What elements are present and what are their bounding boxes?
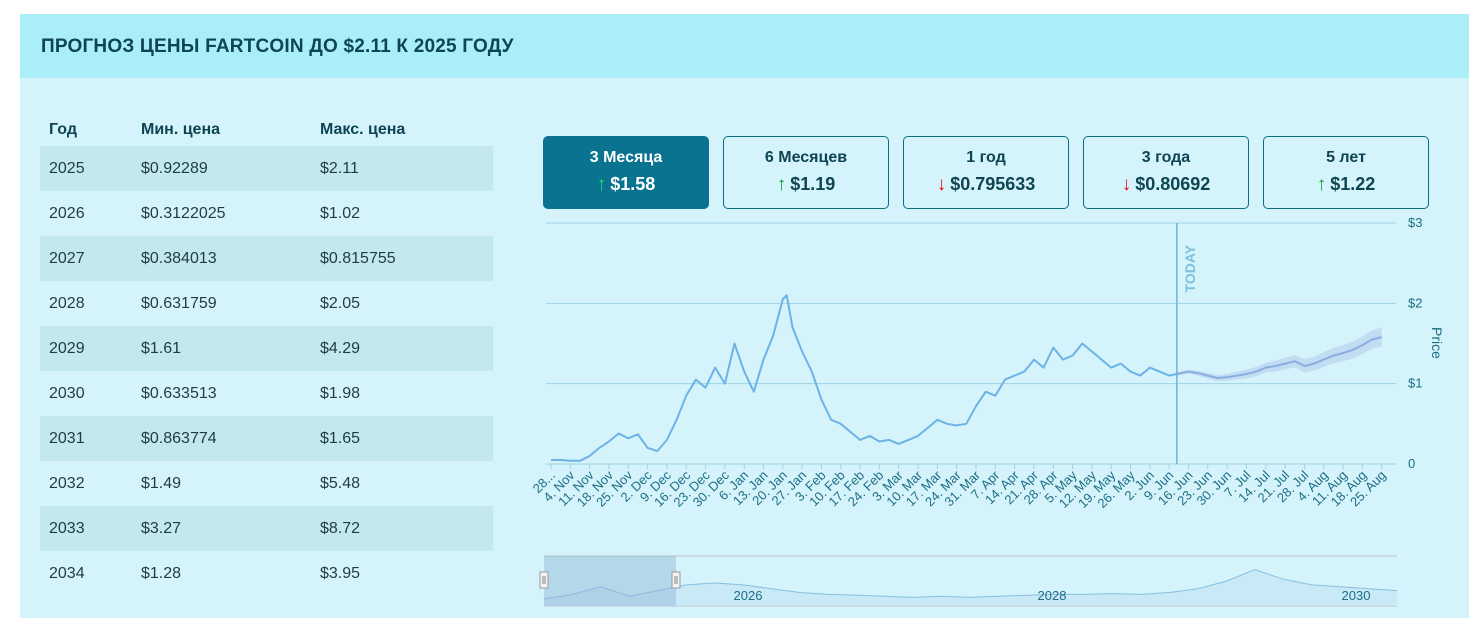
tab-price: $1.22: [1330, 174, 1376, 194]
navigator-handle-left[interactable]: [539, 571, 549, 589]
max-price-cell: $1.02: [320, 204, 361, 222]
arrow-up-icon: ↑: [776, 174, 787, 195]
navigator-year-label: 2026: [734, 588, 763, 603]
min-price-cell: $0.631759: [141, 294, 217, 312]
forecast-line: [1176, 336, 1382, 379]
min-price-cell: $1.49: [141, 474, 182, 492]
arrow-up-icon: ↑: [1316, 174, 1327, 195]
tab-label: 6 Месяцев: [764, 149, 848, 166]
forecast-header: ПРОГНОЗ ЦЕНЫ FARTCOIN ДО $2.11 К 2025 ГО…: [20, 14, 1469, 78]
tab-label: 3 года: [1141, 149, 1191, 166]
tab-period[interactable]: 3 Месяца ↑ $1.58: [543, 136, 709, 209]
table-row: 2032 $1.49 $5.48: [40, 461, 493, 506]
year-cell: 2029: [40, 326, 132, 371]
year-cell: 2026: [49, 204, 85, 222]
tab-period[interactable]: 1 год ↓ $0.795633: [903, 136, 1069, 209]
y-tick-label: 0: [1408, 456, 1415, 471]
max-price-cell: $8.72: [311, 506, 493, 551]
page-title: ПРОГНОЗ ЦЕНЫ FARTCOIN ДО $2.11 К 2025 ГО…: [41, 36, 514, 57]
navigator-line: [543, 569, 1398, 600]
table-row: 2034 $1.28 $3.95: [40, 551, 493, 596]
tab-price: $0.795633: [950, 174, 1036, 194]
year-cell: 2034: [49, 564, 85, 582]
navigator-year-label: 2028: [1038, 588, 1067, 603]
min-price-cell: $0.384013: [132, 236, 311, 281]
min-price-cell: $1.28: [141, 564, 182, 582]
price-table: Год Мин. цена Макс. цена 2025 $0.92289 $2.…: [40, 113, 493, 596]
year-cell: 2030: [49, 384, 85, 402]
tab-value: ↑ $1.19: [724, 174, 888, 196]
arrow-down-icon: ↓: [936, 174, 947, 195]
min-price-cell: $0.3122025: [141, 204, 226, 222]
table-header-row: Год Мин. цена Макс. цена: [40, 113, 493, 146]
arrow-up-icon: ↑: [596, 174, 607, 195]
tab-period[interactable]: 5 лет ↑ $1.22: [1263, 136, 1429, 209]
year-cell: 2027: [40, 236, 132, 281]
y-axis-title: Price: [1429, 327, 1445, 359]
year-cell: 2031: [40, 416, 132, 461]
tab-label: 1 год: [966, 149, 1006, 166]
tab-value: ↑ $1.22: [1264, 174, 1428, 196]
table-row: 2025 $0.92289 $2.11: [40, 146, 493, 191]
y-tick-label: $1: [1408, 376, 1422, 391]
column-header-min: Мин. цена: [141, 120, 221, 138]
column-header-max: Макс. цена: [320, 120, 406, 138]
navigator-handle-right[interactable]: [671, 571, 681, 589]
column-header-year: Год: [49, 120, 77, 138]
table-row: 2026 $0.3122025 $1.02: [40, 191, 493, 236]
max-price-cell: $3.95: [320, 564, 361, 582]
price-line: [551, 294, 1178, 462]
navigator-year-label: 2030: [1342, 588, 1371, 603]
year-cell: 2025: [40, 146, 132, 191]
min-price-cell: $0.92289: [132, 146, 311, 191]
y-tick-label: $2: [1408, 295, 1422, 310]
table-row: 2027 $0.384013 $0.815755: [40, 236, 493, 281]
table-row: 2033 $3.27 $8.72: [40, 506, 493, 551]
tab-value: ↓ $0.795633: [904, 174, 1068, 196]
tab-price: $0.80692: [1135, 174, 1211, 194]
y-tick-label: $3: [1408, 215, 1422, 230]
min-price-cell: $1.61: [132, 326, 311, 371]
max-price-cell: $1.65: [311, 416, 493, 461]
tab-value: ↓ $0.80692: [1084, 174, 1248, 196]
table-row: 2031 $0.863774 $1.65: [40, 416, 493, 461]
table-row: 2030 $0.633513 $1.98: [40, 371, 493, 416]
year-cell: 2028: [49, 294, 85, 312]
min-price-cell: $3.27: [132, 506, 311, 551]
forecast-band: [1176, 327, 1382, 382]
year-cell: 2033: [40, 506, 132, 551]
arrow-down-icon: ↓: [1121, 174, 1132, 195]
tab-value: ↑ $1.58: [544, 174, 708, 196]
tab-label: 3 Месяца: [589, 149, 663, 166]
min-price-cell: $0.863774: [132, 416, 311, 461]
min-price-cell: $0.633513: [141, 384, 217, 402]
tab-label: 5 лет: [1326, 149, 1366, 166]
table-row: 2029 $1.61 $4.29: [40, 326, 493, 371]
table-row: 2028 $0.631759 $2.05: [40, 281, 493, 326]
tab-price: $1.58: [610, 174, 656, 194]
forecast-card: ПРОГНОЗ ЦЕНЫ FARTCOIN ДО $2.11 К 2025 ГО…: [20, 14, 1469, 618]
tab-period[interactable]: 3 года ↓ $0.80692: [1083, 136, 1249, 209]
max-price-cell: $1.98: [320, 384, 361, 402]
tab-price: $1.19: [790, 174, 836, 194]
max-price-cell: $0.815755: [311, 236, 493, 281]
navigator-selection[interactable]: [544, 556, 676, 606]
max-price-cell: $5.48: [320, 474, 361, 492]
max-price-cell: $2.11: [311, 146, 493, 191]
year-cell: 2032: [49, 474, 85, 492]
max-price-cell: $4.29: [311, 326, 493, 371]
today-label: TODAY: [1182, 244, 1198, 292]
max-price-cell: $2.05: [320, 294, 361, 312]
navigator-area: [544, 569, 1397, 606]
period-tabs: 3 Месяца ↑ $1.58 6 Месяцев ↑ $1.19 1 год ↓ $0.79…: [543, 136, 1433, 212]
tab-period[interactable]: 6 Месяцев ↑ $1.19: [723, 136, 889, 209]
